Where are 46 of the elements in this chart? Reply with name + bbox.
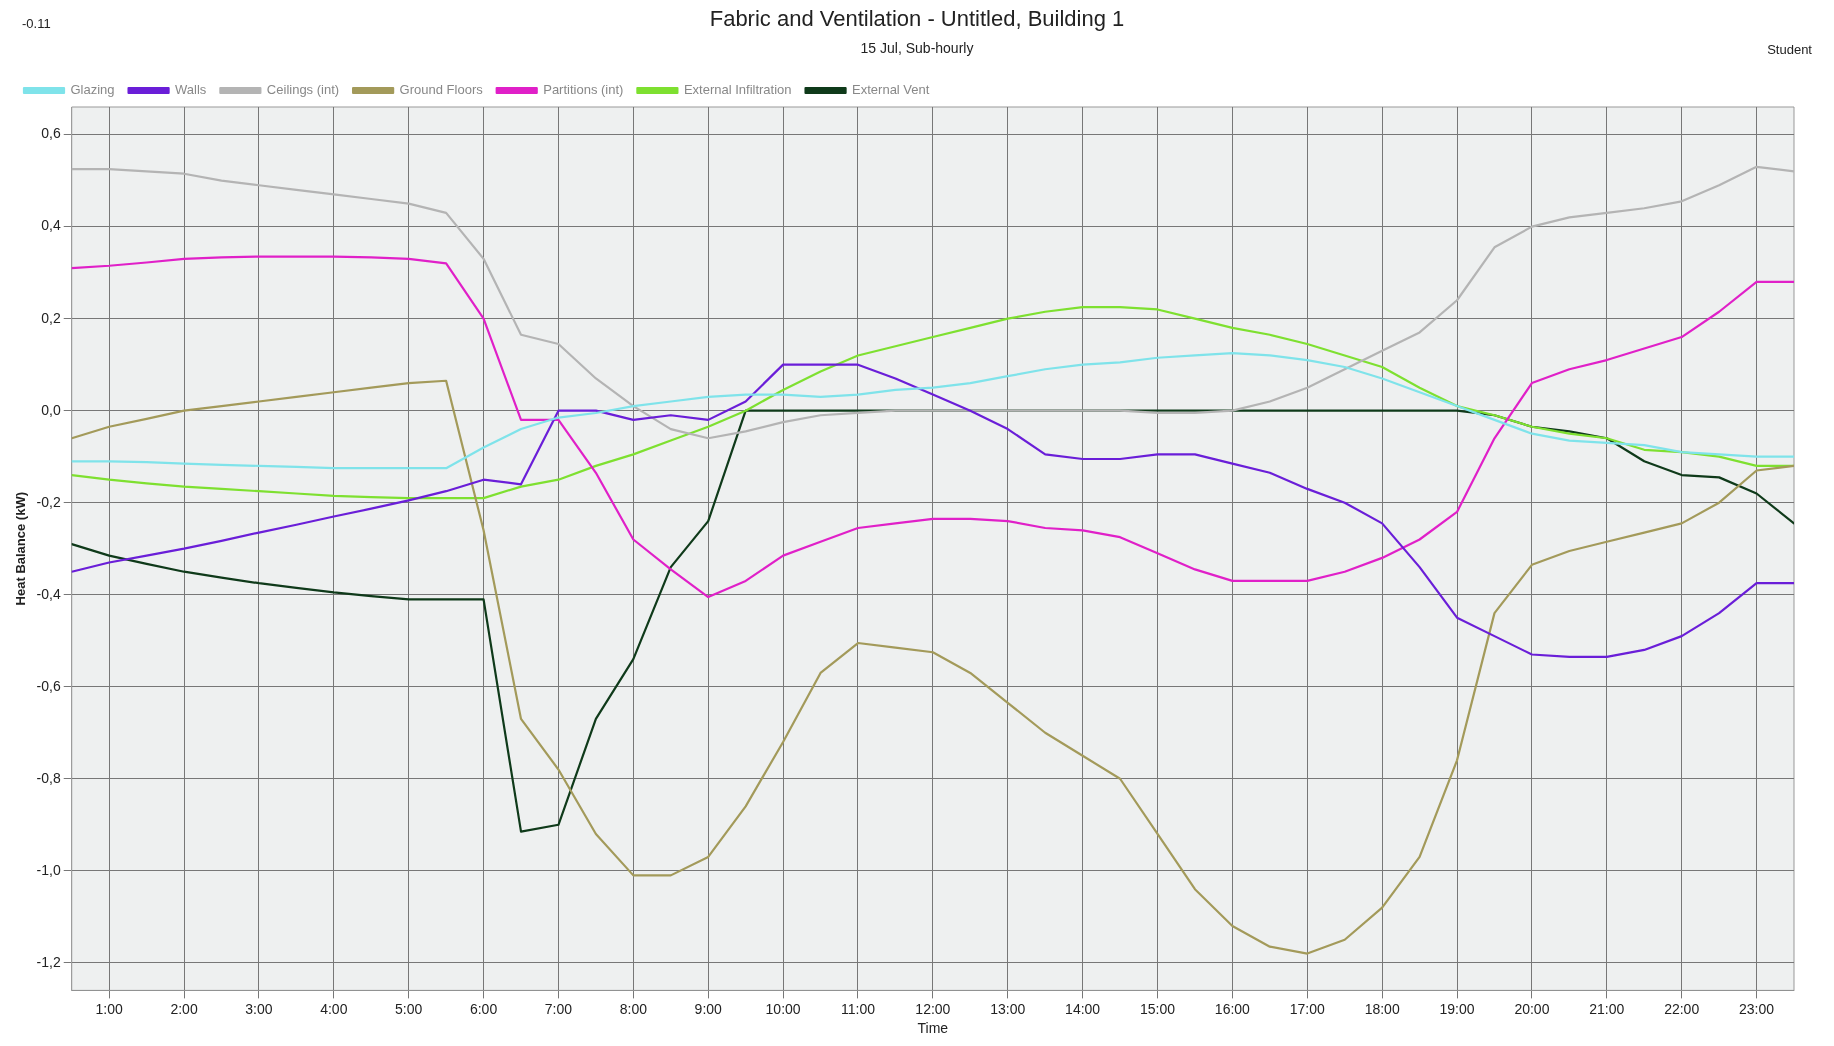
x-tick-label: 20:00 [1514, 1000, 1550, 1017]
y-axis-title: Heat Balance (kW) [13, 491, 29, 606]
x-tick-label: 21:00 [1589, 1000, 1625, 1017]
y-tick-label: -0,4 [36, 585, 61, 602]
y-tick-label: -1,2 [36, 953, 61, 970]
x-tick-label: 3:00 [245, 1000, 273, 1017]
x-tick-label: 6:00 [469, 1000, 498, 1017]
legend-label: External Infiltration [683, 82, 792, 98]
y-tick-label: -0,2 [36, 493, 61, 510]
y-tick-label: -0,8 [36, 769, 61, 786]
text: Student [1767, 42, 1812, 57]
x-tick-label: 10:00 [765, 1000, 801, 1017]
x-tick-label: 2:00 [170, 1000, 198, 1017]
x-tick-label: 13:00 [990, 1000, 1026, 1017]
y-tick-label: 0,6 [41, 125, 61, 142]
legend-label: Ceilings (int) [266, 82, 340, 98]
x-tick-label: 14:00 [1065, 1000, 1101, 1017]
x-tick-label: 7:00 [544, 1000, 573, 1017]
x-tick-label: 22:00 [1664, 1000, 1700, 1017]
legend-label: External Vent [852, 82, 930, 98]
x-tick-label: 11:00 [840, 1000, 876, 1017]
chart-subtitle: 15 Jul, Sub-hourly [860, 40, 974, 56]
y-tick-label: 0,4 [41, 217, 61, 234]
legend-label: Walls [175, 82, 207, 98]
x-tick-label: 9:00 [694, 1000, 723, 1017]
legend-label: Glazing [70, 82, 115, 98]
x-axis-title: Time [917, 1020, 949, 1037]
y-tick-label: -1,0 [36, 861, 61, 878]
y-tick-label: 0,0 [41, 401, 61, 418]
x-tick-label: 15:00 [1139, 1000, 1176, 1017]
y-tick-label: 0,2 [41, 309, 61, 326]
x-tick-label: 1:00 [95, 1000, 123, 1017]
x-tick-label: 12:00 [915, 1000, 951, 1017]
x-tick-label: 16:00 [1214, 1000, 1251, 1017]
legend-label: Ground Floors [399, 82, 484, 98]
y-tick-label: -0,6 [36, 677, 61, 694]
x-tick-label: 18:00 [1364, 1000, 1400, 1017]
x-tick-label: 8:00 [619, 1000, 648, 1017]
x-tick-label: 23:00 [1739, 1000, 1775, 1017]
legend-label: Partitions (int) [543, 82, 624, 98]
x-tick-label: 17:00 [1289, 1000, 1325, 1017]
x-tick-label: 19:00 [1439, 1000, 1475, 1017]
chart-title: Fabric and Ventilation - Untitled, Building 1 [709, 6, 1125, 31]
text: -0.11 [22, 16, 51, 31]
x-tick-label: 5:00 [395, 1000, 423, 1017]
x-tick-label: 4:00 [320, 1000, 348, 1017]
